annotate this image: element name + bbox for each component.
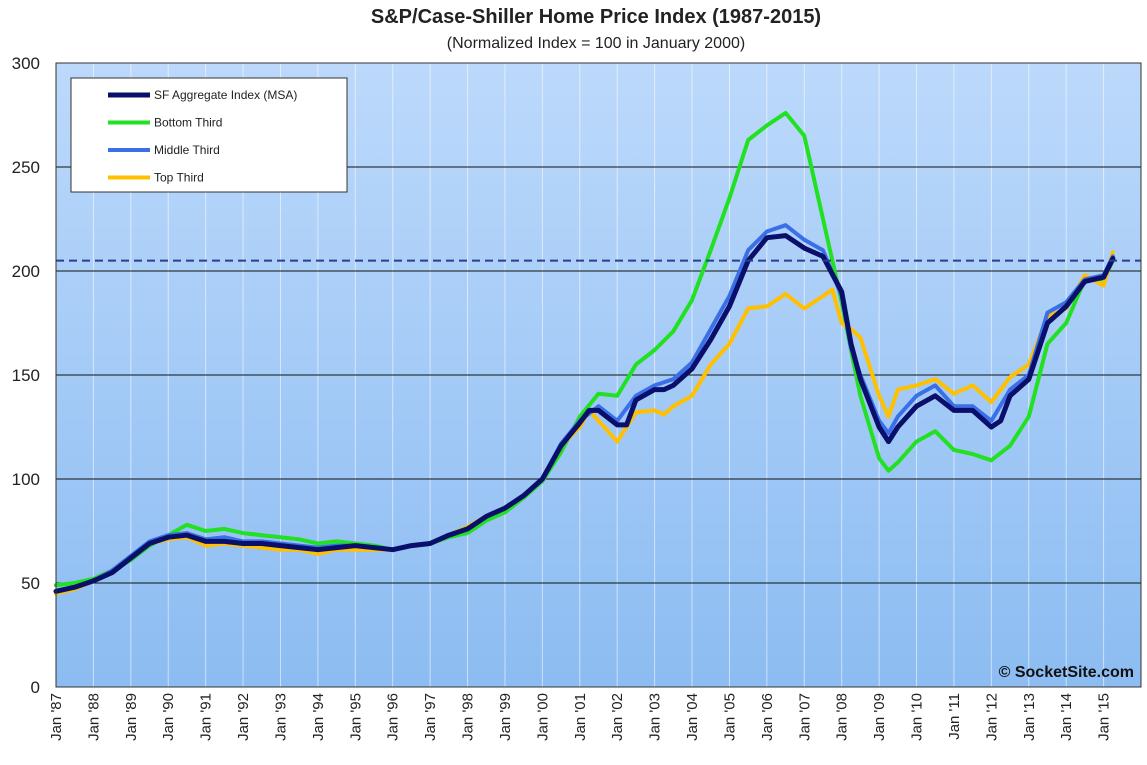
chart-title: S&P/Case-Shiller Home Price Index (1987-…: [371, 6, 821, 28]
x-tick-label: Jan '93: [272, 693, 289, 741]
y-tick-label: 300: [12, 54, 40, 73]
x-tick-label: Jan '01: [572, 693, 589, 741]
x-tick-label: Jan '14: [1058, 693, 1075, 741]
x-tick-label: Jan '10: [909, 693, 926, 741]
y-tick-label: 200: [12, 262, 40, 281]
plot-border: [55, 62, 1142, 688]
x-tick-label: Jan '87: [48, 693, 65, 741]
x-tick-label: Jan '06: [759, 693, 776, 741]
x-tick-label: Jan '13: [1021, 693, 1038, 741]
x-tick-label: Jan '02: [609, 693, 626, 741]
chart-subtitle: (Normalized Index = 100 in January 2000): [447, 35, 745, 52]
x-tick-label: Jan '00: [534, 693, 551, 741]
x-tick-label: Jan '90: [160, 693, 177, 741]
x-tick-label: Jan '92: [235, 693, 252, 741]
x-tick-label: Jan '05: [721, 693, 738, 741]
y-tick-label: 250: [12, 158, 40, 177]
x-tick-label: Jan '89: [123, 693, 140, 741]
x-tick-label: Jan '97: [422, 693, 439, 741]
series-lines: [53, 110, 1116, 596]
x-tick-label: Jan '91: [198, 693, 215, 741]
y-tick-label: 50: [21, 574, 40, 593]
x-tick-label: Jan '88: [85, 693, 102, 741]
axis-labels: 0 50 100 150 200 250 300 Jan '87 Jan '88 Jan '89 J…: [12, 54, 1113, 741]
series-line-0: [53, 233, 1116, 594]
legend-label: Middle Third: [154, 143, 220, 157]
x-tick-label: Jan '96: [385, 693, 402, 741]
x-tick-label: Jan '94: [310, 693, 327, 741]
legend-label: Top Third: [154, 171, 204, 185]
x-tick-label: Jan '98: [460, 693, 477, 741]
y-tick-label: 0: [31, 678, 40, 697]
y-tick-label: 150: [12, 366, 40, 385]
y-tick-label: 100: [12, 470, 40, 489]
legend: SF Aggregate Index (MSA) Bottom Third Midd…: [70, 77, 348, 193]
x-tick-label: Jan '99: [497, 693, 514, 741]
x-tick-label: Jan '04: [684, 693, 701, 741]
x-tick-label: Jan '95: [347, 693, 364, 741]
x-tick-label: Jan '08: [834, 693, 851, 741]
x-tick-label: Jan '11: [946, 693, 963, 740]
x-tick-label: Jan '07: [796, 693, 813, 741]
legend-label: Bottom Third: [154, 116, 222, 130]
series-line-1: [54, 110, 1115, 588]
x-tick-label: Jan '15: [1096, 693, 1113, 741]
x-tick-label: Jan '09: [871, 693, 888, 741]
legend-label: SF Aggregate Index (MSA): [154, 88, 297, 102]
series-line-3: [54, 250, 1115, 596]
x-tick-label: Jan '12: [983, 693, 1000, 741]
x-tick-label: Jan '03: [647, 693, 664, 741]
copyright-label: © SocketSite.com: [999, 664, 1134, 681]
